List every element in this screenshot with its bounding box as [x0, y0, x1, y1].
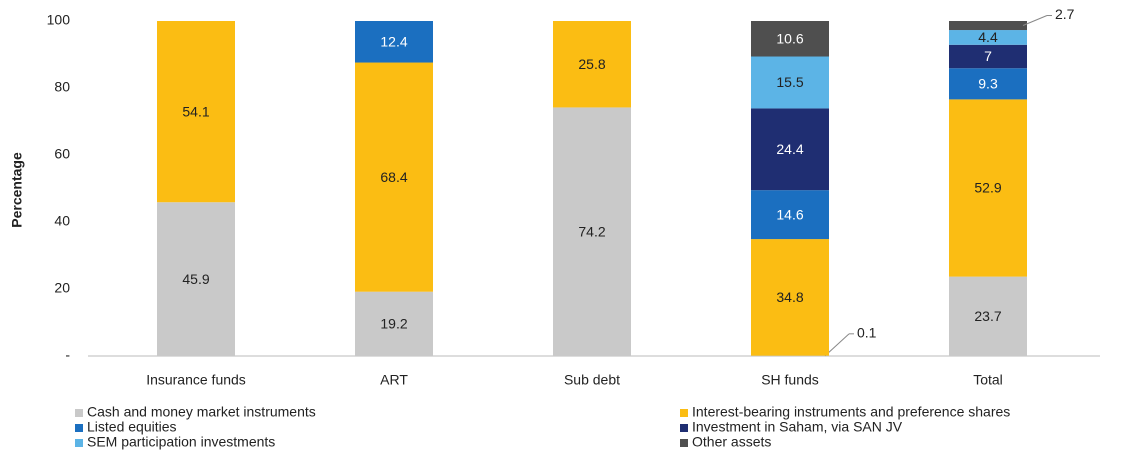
data-label: 24.4	[776, 141, 803, 157]
data-label: 7	[984, 48, 992, 64]
y-tick-label: 60	[54, 146, 70, 162]
legend-label: SEM participation investments	[87, 434, 275, 450]
y-tick-label: 100	[47, 12, 71, 28]
bar-segment	[949, 30, 1027, 45]
bar-segment	[949, 44, 1027, 69]
x-tick-label: ART	[380, 372, 408, 388]
legend-swatch	[75, 439, 83, 447]
bar-segment	[751, 190, 829, 240]
bar-segment	[751, 108, 829, 191]
bar-segment	[949, 68, 1027, 100]
data-label: 4.4	[978, 29, 998, 45]
data-label: 54.1	[182, 103, 209, 119]
data-label: 34.8	[776, 289, 803, 305]
data-label: 9.3	[978, 76, 998, 92]
data-label: 23.7	[974, 308, 1001, 324]
bar-segment	[949, 276, 1027, 356]
data-label: 15.5	[776, 74, 803, 90]
data-label: 68.4	[380, 169, 407, 185]
legend-label: Cash and money market instruments	[87, 404, 316, 420]
x-tick-label: Sub debt	[564, 372, 620, 388]
data-label: 12.4	[380, 33, 407, 49]
data-label: 14.6	[776, 206, 803, 222]
data-label: 52.9	[974, 180, 1001, 196]
data-label: 45.9	[182, 271, 209, 287]
legend-swatch	[75, 409, 83, 417]
legend-swatch	[680, 439, 688, 447]
legend-label: Other assets	[692, 434, 771, 450]
y-tick-label: 20	[54, 280, 70, 296]
x-tick-label: Total	[973, 372, 1003, 388]
bar-segment	[157, 202, 235, 356]
legend-label: Listed equities	[87, 419, 177, 435]
bar-segment	[553, 107, 631, 357]
data-label: 0.1	[857, 325, 877, 341]
y-tick-label: 80	[54, 79, 70, 95]
x-tick-label: Insurance funds	[146, 372, 246, 388]
callout-line	[1022, 15, 1048, 26]
bar-segment	[355, 291, 433, 356]
bar-segment	[355, 62, 433, 292]
legend-swatch	[680, 424, 688, 432]
data-label: 10.6	[776, 30, 803, 46]
bar-segment	[355, 21, 433, 63]
data-label: 19.2	[380, 316, 407, 332]
data-label: 25.8	[578, 56, 605, 72]
y-axis-label: Percentage	[9, 152, 25, 228]
bar-segment	[751, 21, 829, 57]
y-tick-label: -	[65, 347, 70, 363]
legend-label: Investment in Saham, via SAN JV	[692, 419, 903, 435]
data-label: 2.7	[1055, 6, 1075, 22]
bar-segment	[751, 239, 829, 356]
legend-label: Interest-bearing instruments and prefere…	[692, 404, 1010, 420]
x-tick-label: SH funds	[761, 372, 819, 388]
data-label: 74.2	[578, 223, 605, 239]
bar-segment	[751, 56, 829, 109]
bar-segment	[949, 21, 1027, 31]
bar-segment	[157, 21, 235, 203]
y-tick-label: 40	[54, 213, 70, 229]
bar-segment	[949, 99, 1027, 277]
legend-swatch	[680, 409, 688, 417]
bar-segment	[553, 21, 631, 108]
legend-swatch	[75, 424, 83, 432]
